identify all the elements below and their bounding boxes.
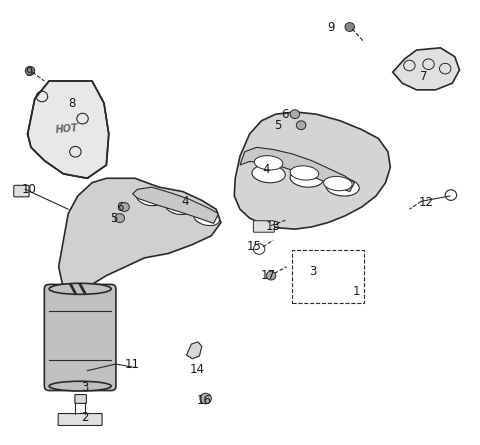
Polygon shape xyxy=(28,81,109,178)
Polygon shape xyxy=(187,342,202,359)
Text: 5: 5 xyxy=(275,119,282,132)
Circle shape xyxy=(115,214,124,222)
Circle shape xyxy=(296,121,306,129)
Text: 13: 13 xyxy=(266,220,281,234)
Ellipse shape xyxy=(49,381,111,391)
Text: 16: 16 xyxy=(197,394,212,407)
Ellipse shape xyxy=(290,166,319,180)
Text: 4: 4 xyxy=(181,195,189,208)
Ellipse shape xyxy=(165,199,191,214)
Polygon shape xyxy=(59,178,221,298)
Circle shape xyxy=(266,271,276,280)
Circle shape xyxy=(120,202,129,211)
Ellipse shape xyxy=(49,283,111,294)
Text: 7: 7 xyxy=(420,70,428,83)
Ellipse shape xyxy=(254,156,283,170)
Circle shape xyxy=(290,110,300,118)
Bar xyxy=(292,250,364,303)
Text: 17: 17 xyxy=(261,269,276,282)
Polygon shape xyxy=(234,112,390,229)
Ellipse shape xyxy=(290,170,324,187)
Circle shape xyxy=(25,66,35,75)
Circle shape xyxy=(345,23,355,32)
Ellipse shape xyxy=(194,210,219,226)
Ellipse shape xyxy=(252,165,285,183)
FancyBboxPatch shape xyxy=(75,395,86,403)
Polygon shape xyxy=(240,147,355,191)
Circle shape xyxy=(200,393,211,404)
Text: 1: 1 xyxy=(353,284,360,298)
FancyBboxPatch shape xyxy=(14,186,29,197)
FancyBboxPatch shape xyxy=(58,413,102,425)
Text: 9: 9 xyxy=(25,66,33,79)
Text: 2: 2 xyxy=(81,411,89,424)
FancyBboxPatch shape xyxy=(44,284,116,391)
Text: 10: 10 xyxy=(22,183,36,196)
FancyBboxPatch shape xyxy=(253,221,275,232)
Polygon shape xyxy=(132,187,218,223)
Text: 6: 6 xyxy=(116,201,123,214)
Text: 11: 11 xyxy=(125,358,140,372)
Text: 9: 9 xyxy=(327,21,335,34)
Ellipse shape xyxy=(324,176,352,191)
Ellipse shape xyxy=(326,178,359,196)
Ellipse shape xyxy=(136,190,162,206)
Text: HOT: HOT xyxy=(55,123,79,135)
Text: 15: 15 xyxy=(247,240,262,253)
Text: 6: 6 xyxy=(281,108,288,121)
Text: 14: 14 xyxy=(190,363,204,376)
Polygon shape xyxy=(393,48,459,90)
Text: 3: 3 xyxy=(309,265,316,278)
Text: 8: 8 xyxy=(68,97,76,110)
Text: 12: 12 xyxy=(419,196,433,209)
Text: 3: 3 xyxy=(81,380,89,393)
Text: 5: 5 xyxy=(110,211,117,225)
Text: 4: 4 xyxy=(263,163,270,176)
